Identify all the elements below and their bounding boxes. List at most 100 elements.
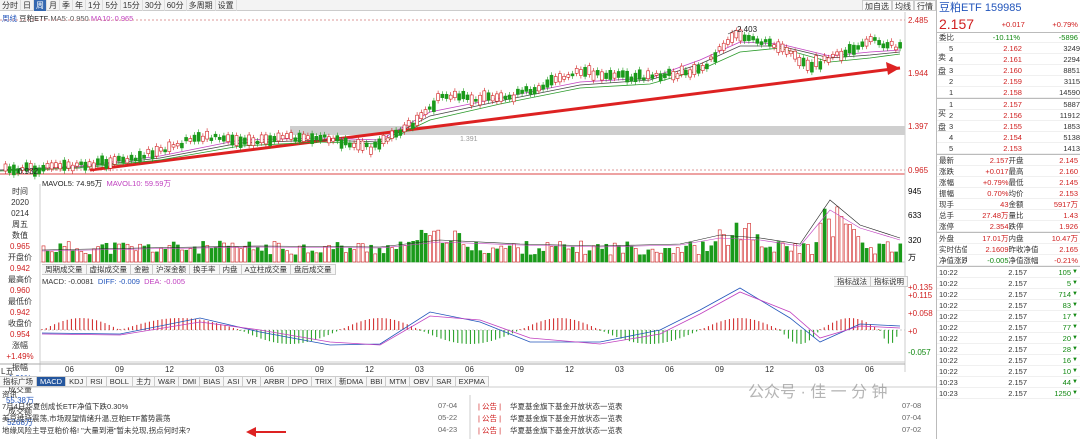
indicator-tab[interactable]: MTM [386, 376, 411, 387]
volume-bar [478, 250, 483, 263]
indicator-tab[interactable]: KDJ [66, 376, 88, 387]
candle-body [805, 59, 810, 71]
indicator-tab[interactable]: RSI [87, 376, 107, 387]
down-arrow-icon: ▼ [1072, 367, 1078, 374]
candle-body [171, 144, 176, 148]
quote-button[interactable]: 行情 [914, 0, 936, 11]
indicator-tab[interactable]: BOLL [106, 376, 133, 387]
candle-body [650, 74, 655, 79]
volume-bar [583, 253, 588, 263]
candle-body [79, 161, 83, 166]
volume-bar [155, 251, 159, 263]
tab-amount[interactable]: 金融 [131, 264, 153, 275]
tab-settings[interactable]: 设置 [216, 0, 237, 11]
volume-bar [339, 245, 344, 263]
tab-multi-period[interactable]: 多周期 [187, 0, 216, 11]
tab-inner[interactable]: 内盘 [219, 264, 242, 275]
ma-button[interactable]: 均线 [892, 0, 914, 11]
volume-bar [722, 234, 726, 263]
indicator-tab[interactable]: OBV [410, 376, 434, 387]
indicator-tab[interactable]: EXPMA [455, 376, 489, 387]
indicator-tab[interactable]: TRIX [311, 376, 337, 387]
tab-1min[interactable]: 1分 [86, 0, 104, 11]
quote-stat-row: 外盘 17.01万 内盘 10.47万 [937, 233, 1080, 244]
legend-ma10: MA10: 0.965 [90, 14, 134, 23]
indicator-tab[interactable]: BBI [367, 376, 387, 387]
indicator-tab[interactable]: 主力 [132, 376, 155, 387]
candle-body [419, 112, 424, 119]
quote-stat-row: 振幅 0.70% 均价 2.153 [937, 188, 1080, 199]
volume-bar [713, 241, 718, 263]
indicator-tab[interactable]: ASI [224, 376, 244, 387]
candle-body [852, 44, 856, 55]
candle-body [159, 147, 163, 152]
volume-bar [146, 244, 151, 263]
tab-turnover[interactable]: 换手率 [190, 264, 220, 275]
volume-bar [71, 250, 75, 263]
notice-date: 07-02 [902, 425, 922, 434]
tab-month[interactable]: 月 [47, 0, 60, 11]
news-date: 05-22 [438, 413, 458, 422]
volume-bar [596, 244, 600, 263]
macd-histogram [41, 318, 898, 344]
tab-15min[interactable]: 15分 [121, 0, 143, 11]
indicator-tab[interactable]: BIAS [200, 376, 225, 387]
indicator-tab[interactable]: DMI [179, 376, 201, 387]
indicator-tab[interactable]: VR [243, 376, 261, 387]
svg-text:1.391: 1.391 [460, 136, 478, 143]
volume-bar [776, 241, 781, 263]
tab-quarter[interactable]: 季 [60, 0, 73, 11]
add-watchlist-button[interactable]: 加自选 [862, 0, 892, 11]
candle-body [772, 44, 776, 48]
volume-bar [482, 253, 487, 263]
candle-body [310, 133, 314, 144]
tab-fenshi[interactable]: 分时 [0, 0, 21, 11]
news-item[interactable]: 7月4日华夏创成长ETF净值下跌0.30% [2, 402, 129, 411]
x-axis-label: 06 [65, 365, 74, 374]
indicator-strategy-button[interactable]: 指标战法 [834, 276, 871, 287]
indicator-help-button[interactable]: 指标说明 [871, 276, 908, 287]
volume-bar [230, 242, 235, 263]
tab-sh-sz-amount[interactable]: 沪深金额 [153, 264, 190, 275]
left-panel-value: 周五 [12, 220, 28, 229]
notice-item[interactable]: 华夏基金旗下基金开放状态一览表 [510, 414, 623, 423]
indicator-tab[interactable]: DPO [288, 376, 312, 387]
tab-year[interactable]: 年 [73, 0, 86, 11]
tab-a-bar-volume[interactable]: A立柱成交量 [241, 264, 292, 275]
tab-30min[interactable]: 30分 [143, 0, 165, 11]
volume-bar [621, 252, 625, 263]
tab-week[interactable]: 周 [34, 0, 47, 11]
news-item[interactable]: 地缘风险主导豆粕价格! "大量到港"暂未兑现,拐点何时来? [2, 426, 191, 435]
candle-body [486, 92, 491, 101]
quote-extra: 外盘 17.01万 内盘 10.47万 实时估值 2.1609 昨收净值 2.165 净值涨跌 -… [937, 232, 1080, 266]
volume-bar [138, 243, 142, 263]
candle-body [667, 68, 671, 76]
legend-period: 周线 [2, 14, 17, 23]
candle-body [138, 151, 142, 162]
candle-body [738, 29, 743, 42]
candle-body [217, 136, 222, 140]
order-book-row: 3 2.160 8851 [937, 65, 1080, 76]
candle-body [264, 134, 268, 145]
notice-item[interactable]: 华夏基金旗下基金开放状态一览表 [510, 402, 623, 411]
indicator-tab[interactable]: 指标广场 [0, 376, 37, 387]
tab-period-volume[interactable]: 周期成交量 [42, 264, 87, 275]
watermark: 公众号 · 佳 一 分 钟 [748, 384, 888, 401]
tab-5min[interactable]: 5分 [103, 0, 121, 11]
indicator-tab[interactable]: SAR [433, 376, 456, 387]
volume-bar [575, 251, 579, 263]
indicator-tab[interactable]: W&R [154, 376, 180, 387]
indicator-tab[interactable]: ARBR [260, 376, 289, 387]
tab-day[interactable]: 日 [21, 0, 34, 11]
notice-item[interactable]: 华夏基金旗下基金开放状态一览表 [510, 426, 623, 435]
tab-virtual-volume[interactable]: 虚拟成交量 [86, 264, 131, 275]
indicator-tab[interactable]: 新DMA [336, 376, 368, 387]
news-item[interactable]: 美豆维持震荡,市场观望情绪升温,豆粕ETF蓄势震荡 [2, 414, 171, 423]
volume-bar [432, 230, 436, 263]
indicator-tab[interactable]: MACD [37, 376, 67, 387]
tab-60min[interactable]: 60分 [165, 0, 187, 11]
tab-after-hours-volume[interactable]: 盘后成交量 [291, 264, 336, 275]
x-axis-label: 06 [665, 365, 674, 374]
candle-body [280, 135, 285, 140]
volume-bar [134, 250, 138, 263]
